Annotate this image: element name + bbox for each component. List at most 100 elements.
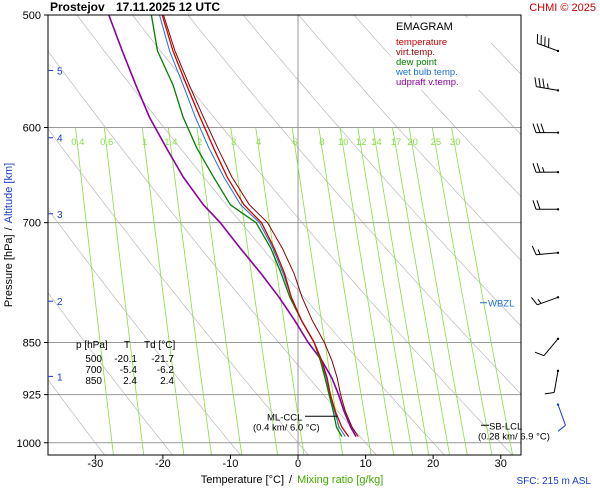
wind-barb-station <box>556 296 560 299</box>
mixing-ratio-line <box>230 127 278 455</box>
dry-adiabat <box>409 15 521 136</box>
dry-adiabat <box>132 15 513 455</box>
dry-adiabat <box>187 15 521 395</box>
wind-barb-half-flag <box>547 83 549 89</box>
wind-barb-station <box>556 208 560 211</box>
sb-lcl-label: SB-LCL <box>489 421 522 432</box>
table-cell: 700 <box>85 365 102 376</box>
wind-barb-flag <box>536 200 541 210</box>
y-axis-label: Pressure [hPa] / Altitude [km] <box>3 163 15 307</box>
wind-barb-shaft <box>537 296 559 306</box>
wind-barb-flag <box>557 424 566 432</box>
temperature-ticks: -30 -20 -10 0 10 20 30 <box>87 455 507 470</box>
mixing-ratio-line <box>408 127 468 455</box>
wind-barb-station <box>556 131 560 134</box>
wind-barb-flag <box>534 77 537 87</box>
mixing-ratio-label: 0.6 <box>100 137 113 148</box>
dry-adiabat <box>298 15 521 261</box>
series-dew-point <box>150 15 343 437</box>
station-name: Prostejov <box>50 0 105 14</box>
dry-adiabat <box>48 292 173 455</box>
series-udpraft-v-temp <box>108 15 357 437</box>
legend: EMAGRAM temperature virt.temp. dew point… <box>391 18 491 90</box>
pressure-tick-label: 925 <box>23 390 41 402</box>
temperature-tick-label: -30 <box>87 458 103 470</box>
pressure-ticks: 500 600 700 850 925 1000 <box>17 10 48 450</box>
ylabel-altitude: Altitude [km] <box>3 163 15 224</box>
wind-barb-shaft <box>537 42 559 52</box>
wind-barb-flag <box>532 200 537 210</box>
mixing-ratio-label: 8 <box>319 137 324 148</box>
mixing-ratio-line <box>103 127 145 455</box>
wind-barb-shaft <box>543 338 559 357</box>
mixing-ratio-line <box>372 127 430 455</box>
temperature-tick-label: -20 <box>155 458 171 470</box>
table-cell: -5.4 <box>120 365 138 376</box>
table-cell: 2.4 <box>160 376 174 387</box>
chart-title: EMAGRAM <box>396 21 453 33</box>
mixing-ratio-label: 4 <box>256 137 261 148</box>
mixing-ratio-line <box>431 127 493 455</box>
wind-barb-shaft <box>553 370 559 393</box>
altitude-tick-label: 2 <box>57 297 63 308</box>
wind-barb <box>531 296 560 306</box>
legend-temperature: temperature <box>396 37 447 48</box>
wind-barb-flag <box>536 123 541 133</box>
table-cell: 2.4 <box>123 376 137 387</box>
dry-adiabat <box>76 15 445 455</box>
mixing-ratio-label: 0.4 <box>71 137 84 148</box>
temperature-tick-label: 20 <box>427 458 439 470</box>
legend-virt-temp: virt.temp. <box>396 47 435 58</box>
mixing-ratio-line <box>196 127 243 455</box>
wind-barb <box>534 77 560 92</box>
table-cell: -21.7 <box>151 354 174 365</box>
wind-barb-station <box>556 251 560 254</box>
wind-barb-station <box>556 89 560 92</box>
wind-barbs <box>531 33 566 432</box>
mixing-ratio-label: 30 <box>450 137 461 148</box>
series-temperature <box>161 15 350 437</box>
mixing-ratio-label: 14 <box>371 137 382 148</box>
profile-lines <box>108 15 359 437</box>
mixing-ratio-line <box>357 127 413 455</box>
mixing-ratio-line <box>318 127 372 455</box>
pressure-tick-label: 850 <box>23 337 41 349</box>
ylabel-pressure: Pressure [hPa] <box>3 234 15 307</box>
wind-barb-half-flag <box>542 167 545 173</box>
wind-barb-shaft <box>557 404 566 426</box>
datetime: 17.11.2025 12 UTC <box>116 0 220 14</box>
dry-adiabat <box>48 208 241 455</box>
wind-barb-flag <box>542 78 545 89</box>
credit: CHMI © 2025 <box>529 2 596 14</box>
wind-barb <box>532 123 560 134</box>
dry-adiabat <box>48 128 309 455</box>
dry-adiabat <box>48 379 105 455</box>
annotations: WBZL ML-CCL(0.4 km/ 6.0 °C) SB-LCL(0.28 km… <box>253 299 550 443</box>
series-wet-bulb-temp <box>159 15 346 437</box>
wind-barb <box>544 369 560 395</box>
legend-dew-point: dew point <box>396 57 437 68</box>
mixing-ratio-line <box>255 127 305 455</box>
mixing-ratio-label: 3 <box>231 137 236 148</box>
mixing-ratio-label: 1 <box>142 137 147 148</box>
wbzl-label: WBZL <box>488 299 514 310</box>
temperature-tick-label: -10 <box>222 458 238 470</box>
table-cell: 500 <box>85 354 102 365</box>
temperature-tick-label: 30 <box>495 458 507 470</box>
wind-barb <box>556 403 566 432</box>
altitude-tick-label: 4 <box>57 134 63 145</box>
plot-frame <box>47 14 522 456</box>
wind-barb-flag <box>531 245 537 255</box>
legend-updraft: udpraft v.temp. <box>396 77 459 88</box>
temperature-tick-label: 0 <box>295 458 301 470</box>
mixing-ratio-label: 10 <box>338 137 349 148</box>
wind-barb <box>532 163 560 174</box>
table-cell: -6.2 <box>157 365 175 376</box>
ml-ccl-detail: (0.4 km/ 6.0 °C) <box>253 422 320 433</box>
mixing-ratio-label: 25 <box>431 137 442 148</box>
wind-barb-station <box>556 49 560 53</box>
mixing-ratio-label: 6 <box>292 137 297 148</box>
mixing-ratio-labels: 0.4 0.6 1 1.4 2 3 4 6 8 10 12 14 17 20 25 30 <box>71 137 460 148</box>
wind-barb-flag <box>531 297 538 306</box>
svg-text:Pressure [hPa]/Altitude [km]: Pressure [hPa] / Altitude [km] <box>3 163 15 307</box>
